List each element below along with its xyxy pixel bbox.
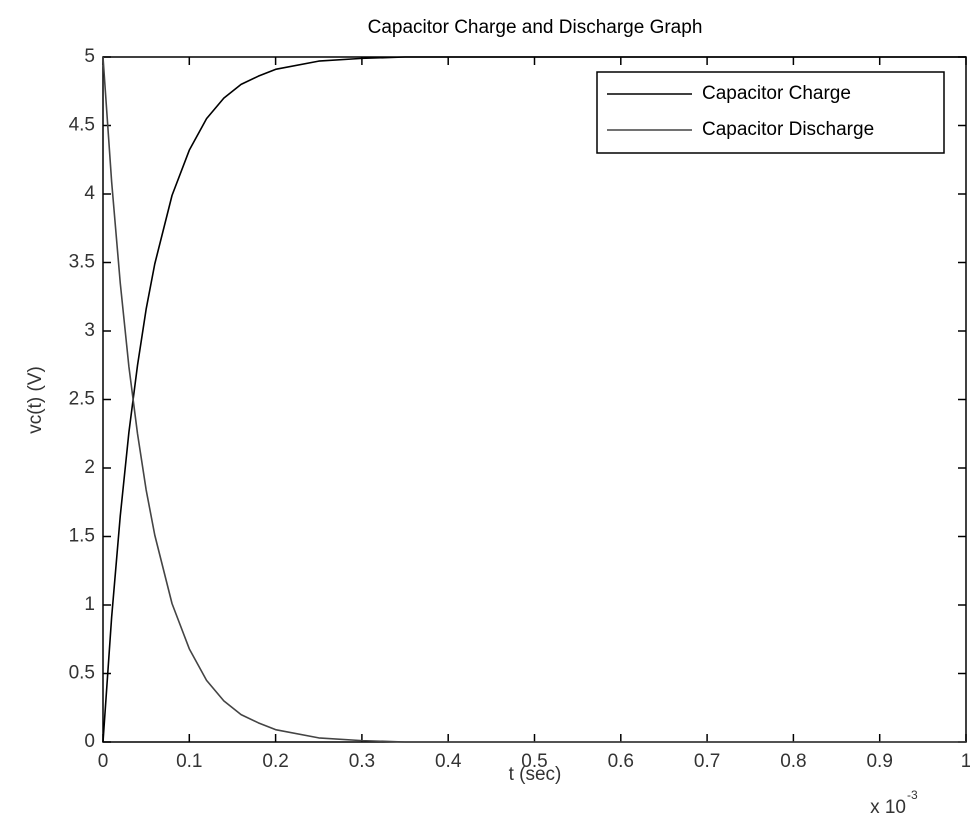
chart-title: Capacitor Charge and Discharge Graph (368, 17, 703, 38)
y-tick-label: 3 (84, 320, 95, 341)
y-tick-label: 4.5 (69, 115, 95, 136)
x-tick-label: 0 (98, 751, 109, 772)
y-tick-label: 5 (84, 46, 95, 67)
x-tick-label: 0.6 (608, 751, 634, 772)
x-tick-label: 0.7 (694, 751, 720, 772)
x-tick-label: 0.4 (435, 751, 462, 772)
y-tick-label: 4 (84, 183, 95, 204)
legend-label: Capacitor Charge (702, 83, 851, 104)
x-tick-label: 0.2 (262, 751, 288, 772)
x-multiplier-exponent: -3 (907, 788, 918, 802)
y-tick-label: 0 (84, 731, 95, 752)
series-line (102, 56, 966, 743)
plot-area (102, 56, 967, 743)
x-tick-label: 0.5 (521, 751, 547, 772)
y-tick-label: 0.5 (69, 663, 95, 684)
x-tick-label: 0.1 (176, 751, 202, 772)
y-tick-label: 1.5 (69, 526, 95, 547)
y-tick-label: 2.5 (69, 389, 95, 410)
x-tick-label: 0.8 (780, 751, 806, 772)
series-line (102, 56, 966, 743)
x-tick-label: 1 (961, 751, 970, 772)
x-tick-label: 0.9 (866, 751, 892, 772)
x-tick-label: 0.3 (349, 751, 375, 772)
y-axis-label: vc(t) (V) (25, 366, 46, 434)
legend-label: Capacitor Discharge (702, 119, 874, 140)
x-axis-label: t (sec) (509, 764, 562, 785)
legend-box (596, 71, 945, 154)
y-tick-label: 1 (84, 594, 95, 615)
y-tick-label: 3.5 (69, 252, 95, 273)
y-tick-label: 2 (84, 457, 95, 478)
x-multiplier: x 10 (870, 797, 906, 818)
